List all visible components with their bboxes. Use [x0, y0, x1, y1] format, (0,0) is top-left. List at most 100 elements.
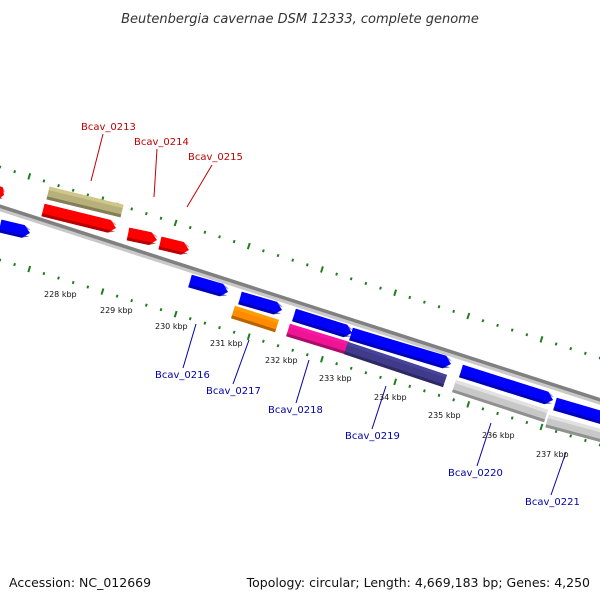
gene-label-leader	[295, 359, 310, 404]
gene-features	[0, 184, 600, 445]
gene-feature-forward-red[interactable]	[126, 227, 159, 247]
backbone-shadow	[0, 205, 600, 405]
tick-mark	[159, 216, 163, 220]
gene-feature-reverse-blue[interactable]	[553, 397, 600, 426]
tick-mark	[584, 438, 587, 443]
tick-mark	[569, 346, 573, 351]
gene-feature-reverse-grey[interactable]	[545, 414, 600, 445]
tick-mark	[13, 262, 16, 267]
tick-mark	[173, 310, 178, 318]
gene-label-leader	[182, 323, 197, 369]
tick-mark	[393, 289, 398, 297]
tick-mark	[320, 266, 324, 273]
gene-feature-reverse-slate[interactable]	[343, 341, 448, 388]
gene-label-leader	[90, 133, 104, 182]
gene-label-forward[interactable]: Bcav_0215	[188, 152, 243, 163]
tick-mark	[144, 211, 148, 216]
tick-mark	[393, 378, 398, 386]
tick-mark	[188, 316, 192, 321]
tick-mark	[379, 375, 382, 379]
map-title: Beutenbergia cavernae DSM 12333, complet…	[121, 12, 479, 27]
gene-label-leader	[232, 339, 250, 385]
gene-label-reverse[interactable]: Bcav_0216	[155, 370, 210, 381]
tick-mark	[246, 333, 251, 341]
tick-mark	[276, 344, 280, 348]
gene-label-forward[interactable]: Bcav_0214	[134, 137, 189, 148]
tick-marks	[0, 165, 600, 447]
gene-label-reverse[interactable]: Bcav_0219	[345, 431, 400, 442]
tick-mark	[335, 272, 338, 276]
gene-feature-reverse-blue[interactable]	[349, 327, 453, 370]
kbp-scale-label: 232 kbp	[265, 356, 298, 365]
tick-mark	[335, 362, 338, 366]
tick-mark	[510, 328, 514, 332]
tick-mark	[481, 407, 485, 411]
tick-mark	[130, 207, 134, 211]
gene-feature-reverse-blue[interactable]	[459, 364, 555, 406]
tick-mark	[173, 219, 178, 227]
gene-feature-reverse-magenta[interactable]	[286, 323, 349, 355]
tick-mark	[188, 225, 192, 230]
gene-label-reverse[interactable]: Bcav_0218	[268, 405, 323, 416]
tick-mark	[115, 294, 119, 298]
tick-mark	[320, 355, 324, 363]
gene-feature-reverse-orange[interactable]	[231, 305, 279, 333]
tick-mark	[71, 280, 75, 285]
accession-text: Accession: NC_012669	[9, 575, 151, 590]
tick-mark	[379, 286, 382, 290]
tick-mark	[481, 319, 485, 323]
gene-feature-forward-khaki[interactable]	[46, 186, 124, 218]
tick-mark	[130, 299, 134, 303]
tick-mark	[496, 411, 499, 416]
tick-mark	[408, 384, 412, 389]
gene-feature-forward-red[interactable]	[0, 184, 7, 201]
kbp-scale-label: 228 kbp	[44, 290, 77, 299]
kbp-scale-label: 230 kbp	[155, 322, 188, 331]
tick-mark	[232, 330, 236, 334]
gene-feature-reverse-blue[interactable]	[0, 219, 31, 240]
tick-mark	[554, 429, 558, 434]
tick-mark	[437, 393, 441, 397]
tick-mark	[71, 188, 75, 192]
gene-label-leader	[476, 422, 492, 467]
gene-feature-reverse-blue[interactable]	[188, 274, 230, 298]
tick-mark	[218, 235, 221, 239]
tick-mark	[42, 271, 46, 276]
gene-feature-reverse-blue[interactable]	[292, 308, 354, 339]
tick-mark	[262, 249, 265, 253]
tick-mark	[554, 342, 558, 346]
tick-mark	[466, 401, 471, 408]
tick-mark	[539, 336, 544, 343]
kbp-labels: 228 kbp 229 kbp 230 kbp 231 kbp 232 kbp 233 k…	[44, 290, 569, 459]
tick-mark	[423, 389, 426, 393]
tick-mark	[203, 321, 207, 325]
gene-label-leader	[186, 164, 213, 208]
gene-label-reverse[interactable]: Bcav_0217	[206, 386, 261, 397]
genome-summary-text: Topology: circular; Length: 4,669,183 bp…	[246, 575, 590, 590]
gene-label-reverse[interactable]: Bcav_0220	[448, 468, 503, 479]
gene-label-reverse[interactable]: Bcav_0221	[525, 497, 580, 508]
tick-mark	[305, 353, 309, 357]
tick-mark	[364, 281, 368, 286]
kbp-scale-label: 229 kbp	[100, 306, 133, 315]
tick-mark	[42, 179, 46, 183]
kbp-scale-label: 233 kbp	[319, 374, 352, 383]
gene-feature-forward-red[interactable]	[158, 236, 190, 257]
tick-mark	[57, 183, 60, 188]
tick-mark	[276, 253, 280, 258]
tick-mark	[496, 323, 499, 328]
gene-label-leader	[550, 451, 567, 496]
tick-mark	[27, 173, 32, 180]
tick-mark	[525, 420, 529, 425]
tick-mark	[437, 305, 441, 309]
gene-label-forward[interactable]: Bcav_0213	[81, 122, 136, 133]
tick-mark	[291, 348, 295, 352]
gene-feature-forward-red[interactable]	[41, 203, 117, 235]
gene-feature-reverse-grey[interactable]	[451, 379, 549, 423]
tick-mark	[291, 258, 295, 262]
genome-backbone	[0, 204, 600, 405]
gene-feature-reverse-blue[interactable]	[238, 291, 284, 317]
tick-mark	[408, 295, 412, 300]
tick-mark	[569, 434, 573, 438]
